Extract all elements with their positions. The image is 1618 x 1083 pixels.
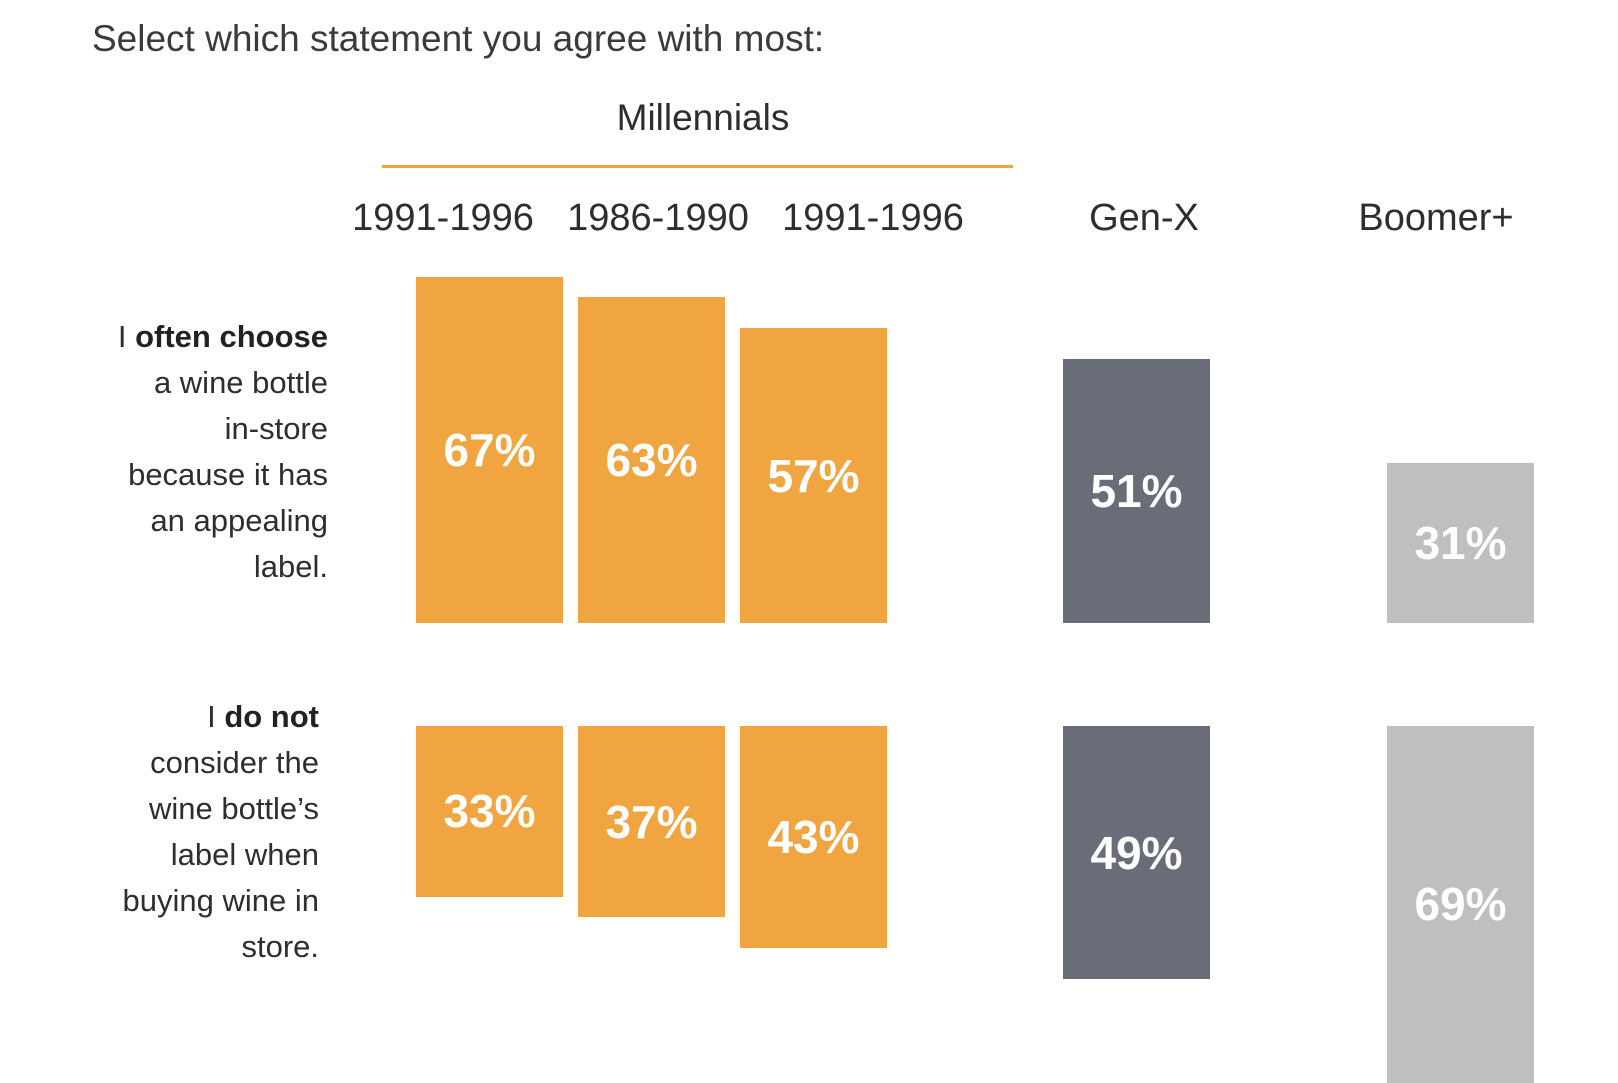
column-header-gen-x: Gen-X	[1089, 197, 1199, 239]
bar-row2-col5: 69%	[1387, 726, 1534, 1083]
bar-row1-col2: 63%	[578, 297, 725, 623]
row-label-often-choose-prefix: I	[117, 319, 136, 354]
column-header-boomer: Boomer+	[1358, 197, 1514, 239]
bar-value-label: 63%	[605, 434, 698, 487]
bar-value-label: 43%	[767, 811, 860, 864]
bar-row2-col2: 37%	[578, 726, 725, 918]
bar-row2-col3: 43%	[740, 726, 887, 949]
row-label-do-not-prefix: I	[207, 699, 225, 734]
millennials-group-title: Millennials	[0, 97, 1618, 147]
bar-value-label: 49%	[1090, 826, 1183, 879]
bar-row2-col1: 33%	[416, 726, 563, 897]
row-label-do-not: I do not consider the wine bottle’s labe…	[60, 694, 319, 970]
bar-value-label: 57%	[767, 449, 860, 502]
chart-question: Select which statement you agree with mo…	[92, 18, 825, 59]
bar-value-label: 37%	[605, 795, 698, 848]
row-label-do-not-bold: do not	[224, 699, 319, 734]
bar-value-label: 33%	[443, 785, 536, 838]
bar-value-label: 69%	[1414, 878, 1507, 931]
millennials-group-rule	[382, 165, 1013, 168]
row-label-often-choose: I often choose a wine bottle in-store be…	[60, 314, 328, 590]
row-label-do-not-rest: consider the wine bottle’s label when bu…	[122, 745, 319, 964]
row-label-often-choose-rest: a wine bottle in-store because it has an…	[128, 365, 328, 584]
millennials-group-title-text: Millennials	[616, 97, 790, 138]
bar-value-label: 51%	[1090, 465, 1183, 518]
column-header-1991-1996-a: 1991-1996	[352, 197, 534, 239]
bar-row1-col4: 51%	[1063, 359, 1210, 623]
bar-row2-col4: 49%	[1063, 726, 1210, 980]
bar-value-label: 67%	[443, 423, 536, 476]
bar-value-label: 31%	[1414, 516, 1507, 569]
bar-row1-col1: 67%	[416, 276, 563, 623]
row-label-often-choose-bold: often choose	[135, 319, 328, 354]
bar-row1-col5: 31%	[1387, 462, 1534, 623]
bar-row1-col3: 57%	[740, 328, 887, 623]
column-header-1991-1996-b: 1991-1996	[782, 197, 964, 239]
column-header-1986-1990: 1986-1990	[567, 197, 749, 239]
